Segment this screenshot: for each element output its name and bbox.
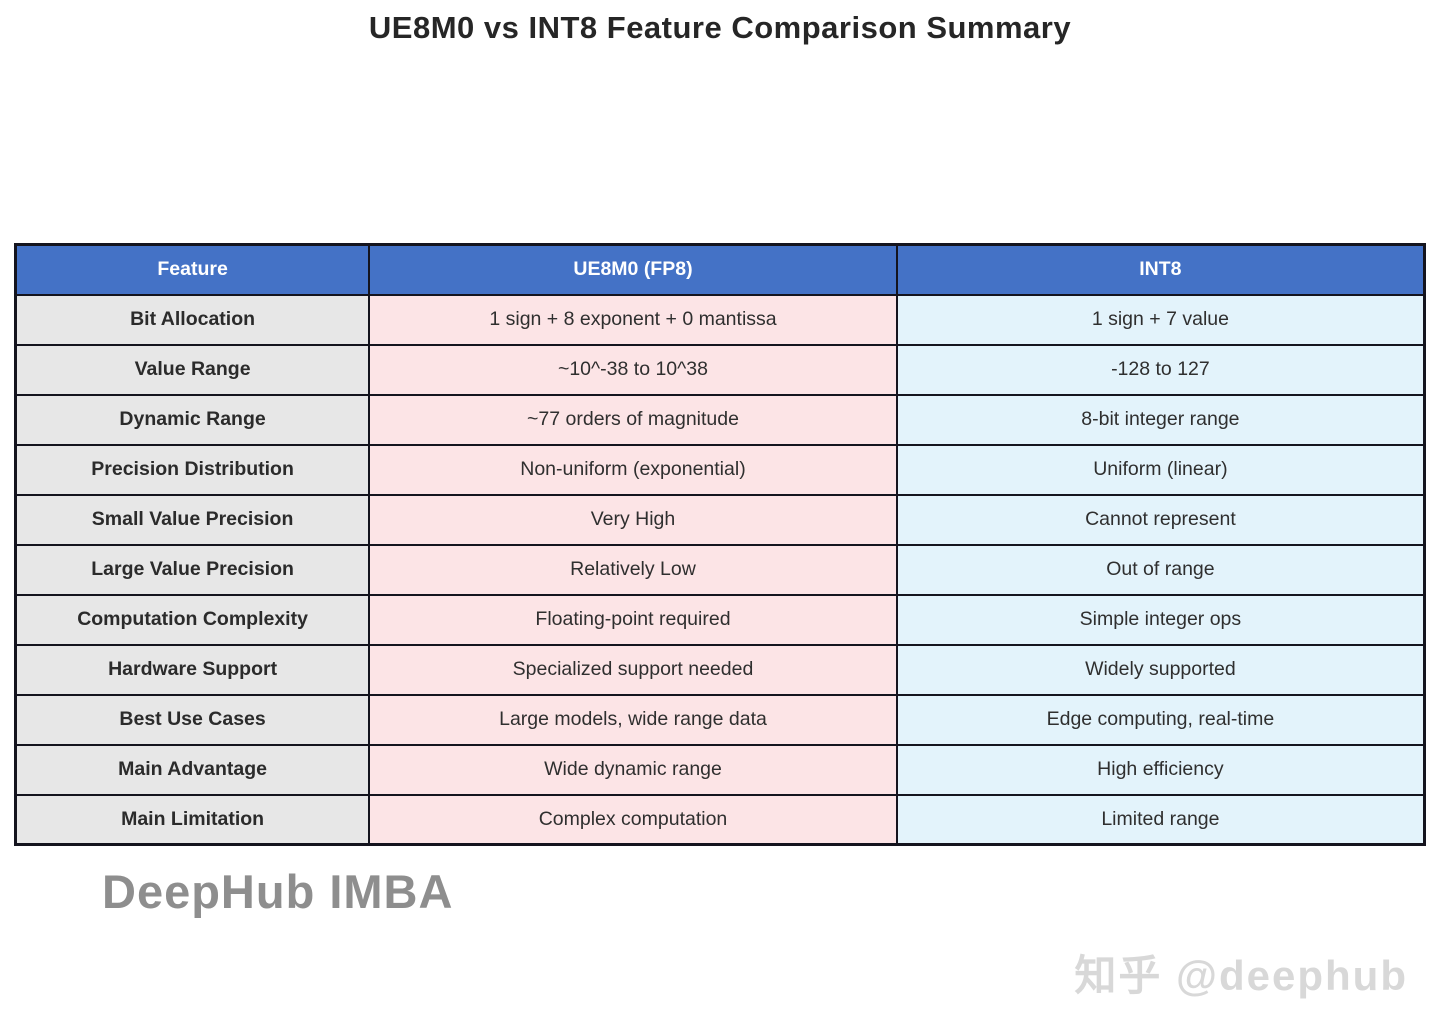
int8-value-cell: 8-bit integer range [895,393,1426,446]
ue8m0-value-cell: Large models, wide range data [368,693,898,746]
table-row: Dynamic Range ~77 orders of magnitude 8-bi… [14,393,1426,446]
table-body: Bit Allocation 1 sign + 8 exponent + 0 ma… [14,293,1426,846]
feature-cell: Precision Distribution [14,443,371,496]
int8-value-cell: 1 sign + 7 value [895,293,1426,346]
brand-watermark: DeepHub IMBA [102,865,454,918]
column-header-int8: INT8 [895,243,1426,296]
int8-value-cell: Limited range [895,793,1426,846]
comparison-table: Feature UE8M0 (FP8) INT8 Bit Allocation 1… [14,243,1426,846]
feature-cell: Main Limitation [14,793,371,846]
ue8m0-value-cell: Specialized support needed [368,643,898,696]
ue8m0-value-cell: Non-uniform (exponential) [368,443,898,496]
ue8m0-value-cell: Relatively Low [368,543,898,596]
int8-value-cell: Edge computing, real-time [895,693,1426,746]
table-row: Computation Complexity Floating-point req… [14,593,1426,646]
ue8m0-value-cell: ~77 orders of magnitude [368,393,898,446]
feature-cell: Bit Allocation [14,293,371,346]
ue8m0-value-cell: Complex computation [368,793,898,846]
ue8m0-value-cell: 1 sign + 8 exponent + 0 mantissa [368,293,898,346]
feature-cell: Small Value Precision [14,493,371,546]
feature-cell: Computation Complexity [14,593,371,646]
ue8m0-value-cell: Very High [368,493,898,546]
column-header-ue8m0: UE8M0 (FP8) [368,243,898,296]
header-row: Feature UE8M0 (FP8) INT8 [14,243,1426,296]
credit-watermark: 知乎 @deephub [1074,952,1408,999]
ue8m0-value-cell: Floating-point required [368,593,898,646]
table-row: Value Range ~10^-38 to 10^38 -128 to 127 [14,343,1426,396]
feature-cell: Best Use Cases [14,693,371,746]
feature-cell: Value Range [14,343,371,396]
feature-cell: Large Value Precision [14,543,371,596]
int8-value-cell: Simple integer ops [895,593,1426,646]
int8-value-cell: Cannot represent [895,493,1426,546]
column-header-feature: Feature [14,243,371,296]
table-row: Hardware Support Specialized support need… [14,643,1426,696]
page-title: UE8M0 vs INT8 Feature Comparison Summary [368,10,1072,45]
table-row: Small Value Precision Very High Cannot rep… [14,493,1426,546]
table-row: Main Advantage Wide dynamic range High eff… [14,743,1426,796]
feature-cell: Main Advantage [14,743,371,796]
int8-value-cell: Out of range [895,543,1426,596]
ue8m0-value-cell: ~10^-38 to 10^38 [368,343,898,396]
table-row: Bit Allocation 1 sign + 8 exponent + 0 ma… [14,293,1426,346]
int8-value-cell: Uniform (linear) [895,443,1426,496]
table-row: Large Value Precision Relatively Low Out o… [14,543,1426,596]
table-row: Main Limitation Complex computation Limite… [14,793,1426,846]
feature-cell: Dynamic Range [14,393,371,446]
int8-value-cell: Widely supported [895,643,1426,696]
int8-value-cell: -128 to 127 [895,343,1426,396]
ue8m0-value-cell: Wide dynamic range [368,743,898,796]
table-row: Precision Distribution Non-uniform (expon… [14,443,1426,496]
table-header: Feature UE8M0 (FP8) INT8 [14,243,1426,296]
feature-cell: Hardware Support [14,643,371,696]
int8-value-cell: High efficiency [895,743,1426,796]
table-row: Best Use Cases Large models, wide range d… [14,693,1426,746]
